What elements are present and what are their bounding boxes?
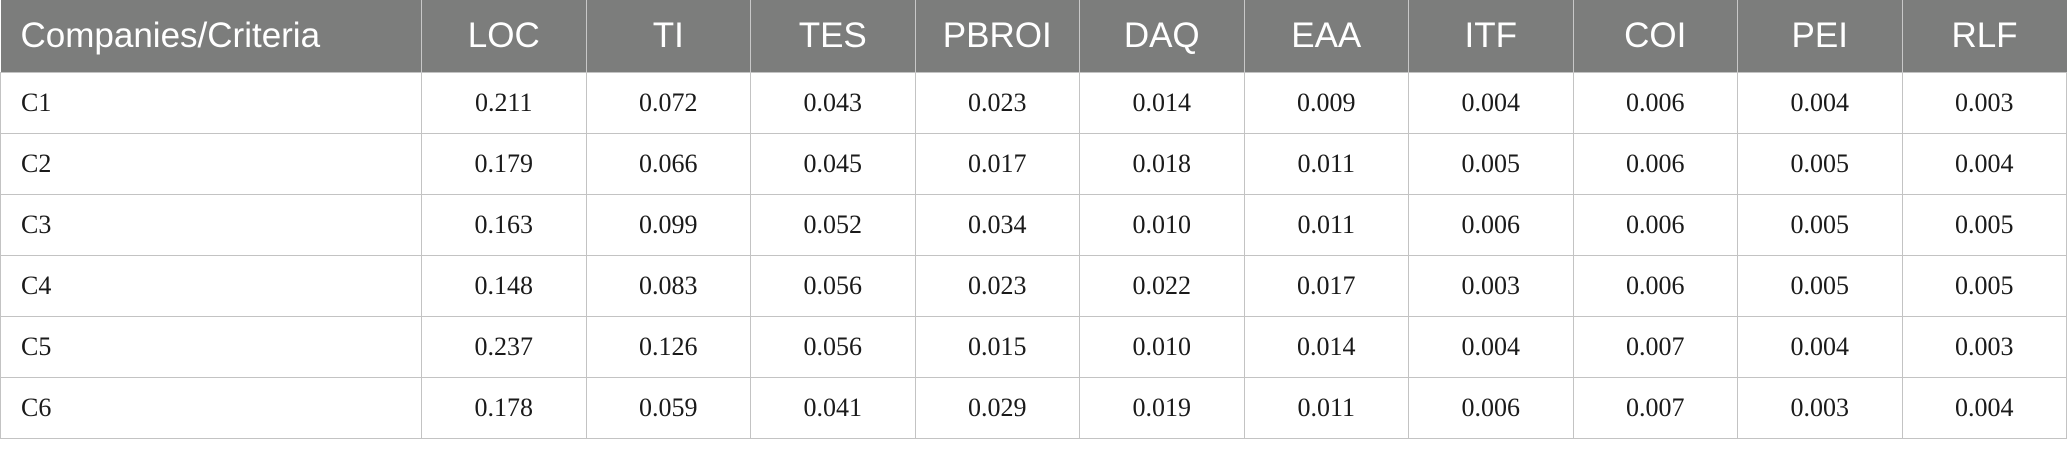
table-cell: 0.007 xyxy=(1572,377,1738,439)
table-cell: 0.006 xyxy=(1572,133,1738,195)
table-cell: 0.004 xyxy=(1737,316,1903,378)
table-cell: 0.006 xyxy=(1572,255,1738,317)
column-header-coi: COI xyxy=(1573,0,1738,73)
table-cell: 0.006 xyxy=(1572,72,1738,134)
table-cell: 0.014 xyxy=(1079,72,1245,134)
criteria-weights-table-container: Companies/Criteria LOC TI TES PBROI DAQ … xyxy=(0,0,2067,439)
table-cell: 0.029 xyxy=(914,377,1080,439)
table-cell: 0.163 xyxy=(421,194,587,256)
table-cell: 0.041 xyxy=(750,377,916,439)
column-header-rlf: RLF xyxy=(1902,0,2067,73)
column-header-companies-criteria: Companies/Criteria xyxy=(0,0,422,73)
table-cell: 0.126 xyxy=(585,316,751,378)
row-label-cell: C2 xyxy=(0,133,422,195)
table-cell: 0.043 xyxy=(750,72,916,134)
column-header-eaa: EAA xyxy=(1244,0,1409,73)
table-cell: 0.052 xyxy=(750,194,916,256)
table-cell: 0.017 xyxy=(1243,255,1409,317)
table-cell: 0.003 xyxy=(1737,377,1903,439)
table-cell: 0.056 xyxy=(750,255,916,317)
table-cell: 0.011 xyxy=(1243,133,1409,195)
table-cell: 0.072 xyxy=(585,72,751,134)
row-label-cell: C6 xyxy=(0,377,422,439)
table-cell: 0.006 xyxy=(1408,377,1574,439)
table-cell: 0.004 xyxy=(1901,377,2067,439)
table-cell: 0.011 xyxy=(1243,377,1409,439)
table-cell: 0.056 xyxy=(750,316,916,378)
table-cell: 0.004 xyxy=(1901,133,2067,195)
row-label-cell: C5 xyxy=(0,316,422,378)
table-cell: 0.006 xyxy=(1408,194,1574,256)
table-cell: 0.019 xyxy=(1079,377,1245,439)
table-cell: 0.009 xyxy=(1243,72,1409,134)
column-header-itf: ITF xyxy=(1408,0,1574,73)
table-cell: 0.014 xyxy=(1243,316,1409,378)
table-cell: 0.005 xyxy=(1901,255,2067,317)
row-label-cell: C4 xyxy=(0,255,422,317)
table-cell: 0.179 xyxy=(421,133,587,195)
table-cell: 0.023 xyxy=(914,72,1080,134)
table-cell: 0.010 xyxy=(1079,316,1245,378)
table-cell: 0.006 xyxy=(1572,194,1738,256)
table-row: C1 0.211 0.072 0.043 0.023 0.014 0.009 0… xyxy=(0,72,2067,134)
table-row: C3 0.163 0.099 0.052 0.034 0.010 0.011 0… xyxy=(0,194,2067,256)
table-row: C4 0.148 0.083 0.056 0.023 0.022 0.017 0… xyxy=(0,255,2067,317)
table-cell: 0.004 xyxy=(1737,72,1903,134)
column-header-tes: TES xyxy=(750,0,916,73)
table-cell: 0.005 xyxy=(1737,255,1903,317)
table-cell: 0.059 xyxy=(585,377,751,439)
table-cell: 0.011 xyxy=(1243,194,1409,256)
table-cell: 0.005 xyxy=(1737,133,1903,195)
table-cell: 0.004 xyxy=(1408,72,1574,134)
table-cell: 0.178 xyxy=(421,377,587,439)
table-row: C5 0.237 0.126 0.056 0.015 0.010 0.014 0… xyxy=(0,316,2067,378)
column-header-loc: LOC xyxy=(421,0,587,73)
column-header-pbroi: PBROI xyxy=(915,0,1080,73)
table-cell: 0.148 xyxy=(421,255,587,317)
table-body: C1 0.211 0.072 0.043 0.023 0.014 0.009 0… xyxy=(0,72,2067,439)
table-cell: 0.005 xyxy=(1901,194,2067,256)
column-header-ti: TI xyxy=(586,0,751,73)
table-cell: 0.010 xyxy=(1079,194,1245,256)
table-cell: 0.003 xyxy=(1901,72,2067,134)
table-cell: 0.003 xyxy=(1901,316,2067,378)
table-cell: 0.018 xyxy=(1079,133,1245,195)
column-header-daq: DAQ xyxy=(1079,0,1245,73)
table-cell: 0.083 xyxy=(585,255,751,317)
table-cell: 0.045 xyxy=(750,133,916,195)
table-row: C6 0.178 0.059 0.041 0.029 0.019 0.011 0… xyxy=(0,377,2067,439)
table-cell: 0.015 xyxy=(914,316,1080,378)
table-cell: 0.017 xyxy=(914,133,1080,195)
table-cell: 0.003 xyxy=(1408,255,1574,317)
table-cell: 0.004 xyxy=(1408,316,1574,378)
table-header: Companies/Criteria LOC TI TES PBROI DAQ … xyxy=(0,0,2067,73)
criteria-weights-table: Companies/Criteria LOC TI TES PBROI DAQ … xyxy=(0,0,2067,439)
table-row: C2 0.179 0.066 0.045 0.017 0.018 0.011 0… xyxy=(0,133,2067,195)
column-header-pei: PEI xyxy=(1737,0,1903,73)
row-label-cell: C3 xyxy=(0,194,422,256)
table-cell: 0.022 xyxy=(1079,255,1245,317)
row-label-cell: C1 xyxy=(0,72,422,134)
table-cell: 0.007 xyxy=(1572,316,1738,378)
table-cell: 0.237 xyxy=(421,316,587,378)
table-cell: 0.066 xyxy=(585,133,751,195)
table-cell: 0.211 xyxy=(421,72,587,134)
header-row: Companies/Criteria LOC TI TES PBROI DAQ … xyxy=(0,0,2067,73)
table-cell: 0.023 xyxy=(914,255,1080,317)
table-cell: 0.005 xyxy=(1737,194,1903,256)
table-cell: 0.034 xyxy=(914,194,1080,256)
table-cell: 0.005 xyxy=(1408,133,1574,195)
table-cell: 0.099 xyxy=(585,194,751,256)
